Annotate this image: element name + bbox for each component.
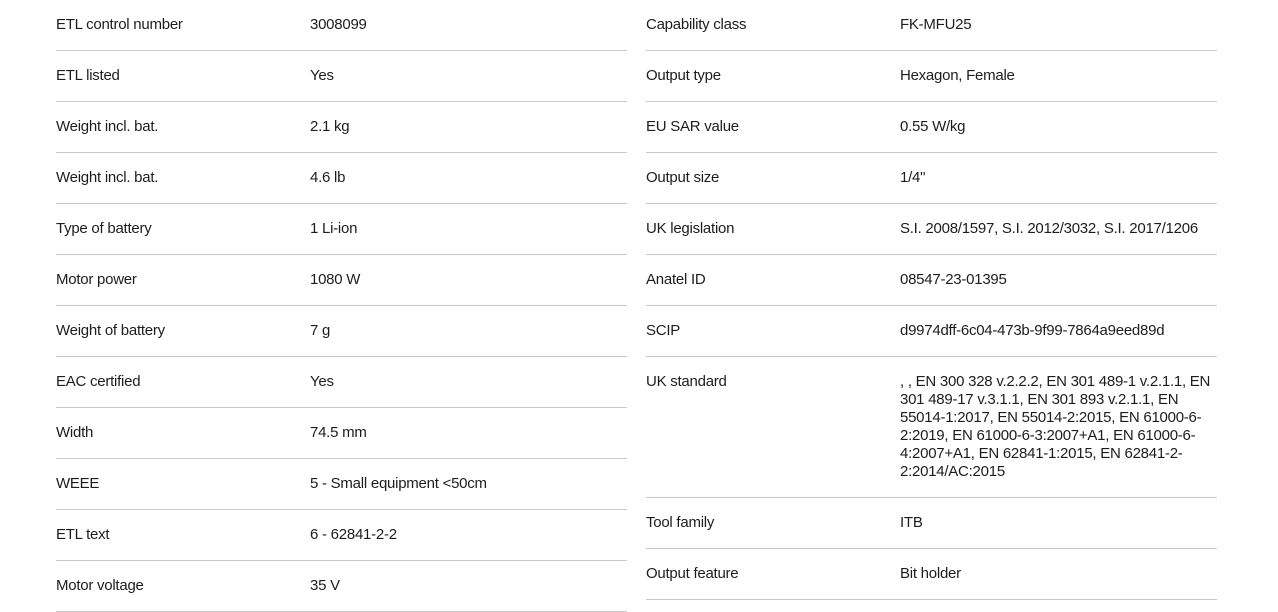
spec-row: Weight of battery 7 g bbox=[56, 306, 627, 357]
spec-row: ETL listed Yes bbox=[56, 51, 627, 102]
spec-label: WEEE bbox=[56, 475, 100, 492]
spec-value: , , EN 300 328 v.2.2.2, EN 301 489-1 v.2… bbox=[900, 373, 1211, 480]
spec-label: ETL text bbox=[56, 526, 110, 543]
spec-label: Weight incl. bat. bbox=[56, 118, 159, 135]
spec-row: UK standard , , EN 300 328 v.2.2.2, EN 3… bbox=[646, 357, 1217, 498]
spec-row: Capability class FK-MFU25 bbox=[646, 0, 1217, 51]
spec-label: Weight incl. bat. bbox=[56, 169, 159, 186]
spec-row: Type of battery 1 Li-ion bbox=[56, 204, 627, 255]
spec-row: ETL control number 3008099 bbox=[56, 0, 627, 51]
spec-label: Type of battery bbox=[56, 220, 152, 237]
spec-row: Output size 1/4" bbox=[646, 153, 1217, 204]
spec-row: EU SAR value 0.55 W/kg bbox=[646, 102, 1217, 153]
spec-label: Width bbox=[56, 424, 94, 441]
spec-column-left: ETL control number 3008099 ETL listed Ye… bbox=[56, 0, 627, 612]
spec-value: ITB bbox=[900, 514, 923, 531]
spec-label: ETL listed bbox=[56, 67, 120, 84]
spec-value: 74.5 mm bbox=[310, 424, 367, 441]
spec-row: Width 74.5 mm bbox=[56, 408, 627, 459]
spec-label: Output size bbox=[646, 169, 720, 186]
spec-label: ETL control number bbox=[56, 16, 183, 33]
spec-label: Motor power bbox=[56, 271, 137, 288]
spec-row: SCIP d9974dff-6c04-473b-9f99-7864a9eed89… bbox=[646, 306, 1217, 357]
spec-label: SCIP bbox=[646, 322, 681, 339]
spec-value: 35 V bbox=[310, 577, 340, 594]
spec-value: 6 - 62841-2-2 bbox=[310, 526, 397, 543]
spec-row: Weight incl. bat. 4.6 lb bbox=[56, 153, 627, 204]
spec-value: 1/4" bbox=[900, 169, 926, 186]
spec-value: 3008099 bbox=[310, 16, 367, 33]
spec-value: d9974dff-6c04-473b-9f99-7864a9eed89d bbox=[900, 322, 1165, 339]
spec-label: UK standard bbox=[646, 373, 727, 390]
spec-row: EAC certified Yes bbox=[56, 357, 627, 408]
spec-label: Motor voltage bbox=[56, 577, 144, 594]
spec-label: Capability class bbox=[646, 16, 747, 33]
spec-value: FK-MFU25 bbox=[900, 16, 972, 33]
spec-value: Yes bbox=[310, 67, 334, 84]
spec-value: Yes bbox=[310, 373, 334, 390]
spec-row: Motor voltage 35 V bbox=[56, 561, 627, 612]
spec-value: 08547-23-01395 bbox=[900, 271, 1007, 288]
spec-value: 5 - Small equipment <50cm bbox=[310, 475, 487, 492]
spec-label: Output feature bbox=[646, 565, 739, 582]
spec-row: Anatel ID 08547-23-01395 bbox=[646, 255, 1217, 306]
spec-value: 2.1 kg bbox=[310, 118, 350, 135]
spec-row: Output type Hexagon, Female bbox=[646, 51, 1217, 102]
spec-value: 7 g bbox=[310, 322, 331, 339]
spec-value: Bit holder bbox=[900, 565, 961, 582]
spec-label: Weight of battery bbox=[56, 322, 165, 339]
spec-value: 1080 W bbox=[310, 271, 361, 288]
spec-row: UK legislation S.I. 2008/1597, S.I. 2012… bbox=[646, 204, 1217, 255]
spec-label: Anatel ID bbox=[646, 271, 706, 288]
spec-row: Output feature Bit holder bbox=[646, 549, 1217, 600]
spec-row: Tool family ITB bbox=[646, 498, 1217, 549]
spec-column-right: Capability class FK-MFU25 Output type He… bbox=[646, 0, 1217, 612]
spec-value: S.I. 2008/1597, S.I. 2012/3032, S.I. 201… bbox=[900, 220, 1198, 237]
spec-row: ETL text 6 - 62841-2-2 bbox=[56, 510, 627, 561]
spec-row: WEEE 5 - Small equipment <50cm bbox=[56, 459, 627, 510]
spec-label: EU SAR value bbox=[646, 118, 739, 135]
spec-label: Output type bbox=[646, 67, 721, 84]
spec-label: Tool family bbox=[646, 514, 715, 531]
spec-row: Motor power 1080 W bbox=[56, 255, 627, 306]
spec-value: 0.55 W/kg bbox=[900, 118, 966, 135]
spec-row: Weight incl. bat. 2.1 kg bbox=[56, 102, 627, 153]
spec-value: 1 Li-ion bbox=[310, 220, 358, 237]
spec-label: EAC certified bbox=[56, 373, 141, 390]
spec-value: 4.6 lb bbox=[310, 169, 346, 186]
spec-label: UK legislation bbox=[646, 220, 735, 237]
spec-value: Hexagon, Female bbox=[900, 67, 1015, 84]
